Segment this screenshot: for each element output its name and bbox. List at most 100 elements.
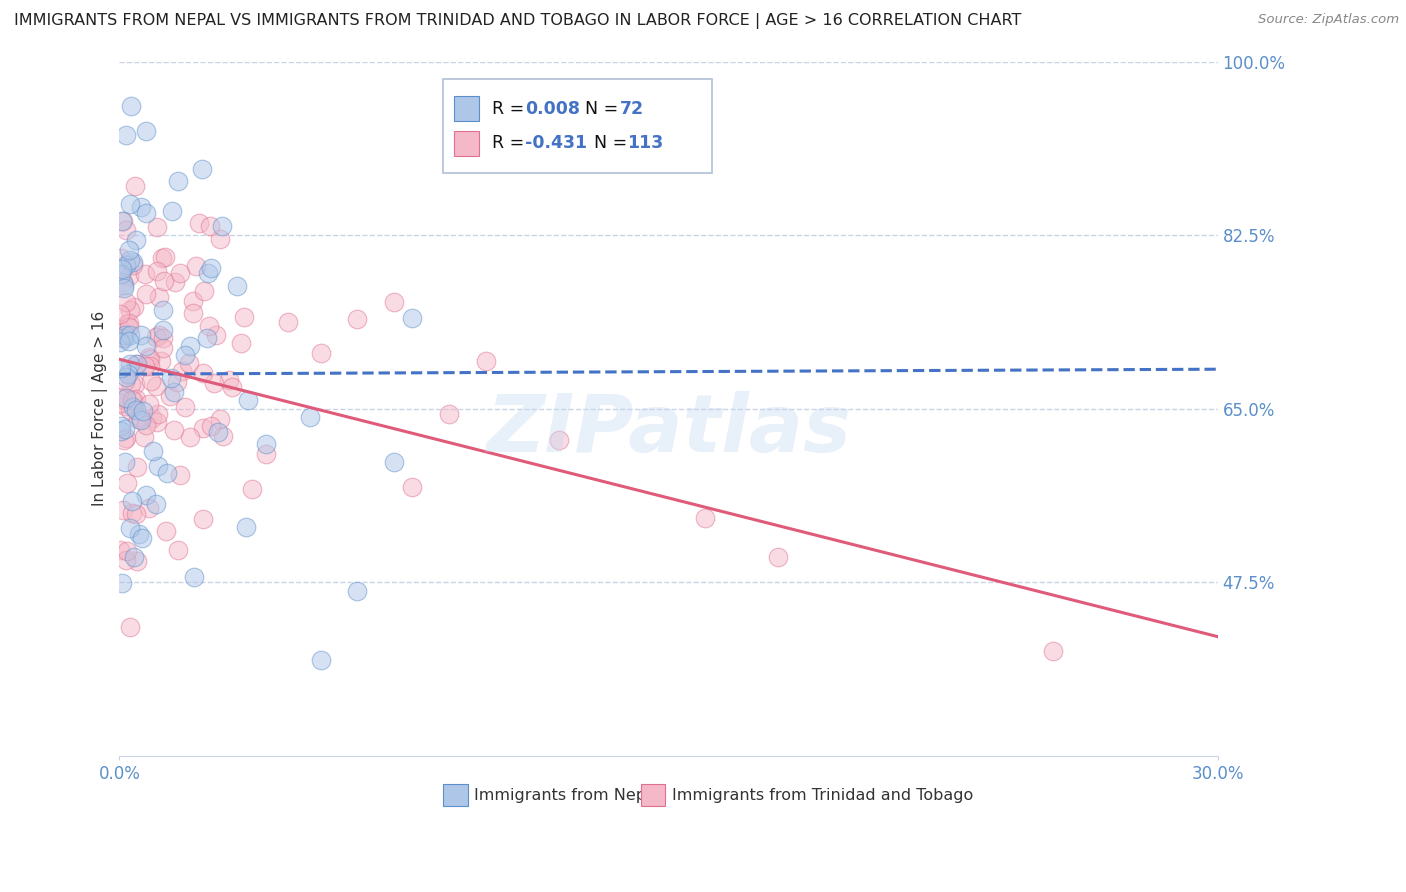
Point (108, 396, 131, 410)
Point (114, 327, 136, 342)
Point (149, 354, 172, 368)
Point (153, 274, 176, 288)
Point (200, 419, 222, 434)
Point (127, 554, 149, 568)
Point (112, 277, 135, 292)
Point (181, 294, 204, 309)
Text: N =: N = (574, 100, 624, 118)
Point (110, 424, 132, 438)
Point (401, 480, 423, 494)
Point (111, 331, 134, 345)
Point (152, 323, 174, 337)
Point (121, 400, 143, 414)
Point (120, 327, 142, 342)
Point (115, 128, 138, 143)
Point (120, 521, 142, 535)
Point (111, 214, 134, 228)
Point (121, 393, 143, 408)
Point (110, 334, 132, 349)
Point (114, 374, 136, 388)
Point (146, 407, 169, 421)
Point (131, 531, 153, 545)
Point (254, 447, 277, 461)
Point (190, 161, 212, 176)
Point (188, 216, 211, 230)
Point (148, 328, 170, 343)
Point (110, 251, 132, 265)
Point (232, 310, 254, 324)
Point (229, 336, 252, 351)
Point (129, 328, 152, 343)
Point (146, 458, 169, 473)
Point (191, 420, 214, 434)
Point (124, 377, 146, 392)
Point (148, 290, 170, 304)
Point (768, 550, 790, 565)
Point (200, 260, 222, 275)
Point (108, 543, 131, 558)
Point (146, 415, 169, 429)
Point (115, 431, 138, 445)
Point (309, 346, 332, 360)
Point (125, 508, 148, 522)
Point (277, 315, 299, 329)
Point (695, 510, 717, 524)
Point (135, 339, 157, 353)
Point (145, 378, 167, 392)
Point (122, 255, 145, 269)
Text: 0.008: 0.008 (524, 100, 579, 118)
Point (159, 388, 181, 402)
Point (152, 251, 174, 265)
Point (117, 367, 139, 381)
Point (298, 409, 321, 424)
Point (174, 400, 197, 414)
Point (225, 278, 247, 293)
Point (110, 307, 132, 321)
Point (191, 366, 214, 380)
Point (139, 359, 162, 373)
Point (437, 407, 460, 421)
Point (174, 348, 197, 362)
Point (125, 358, 148, 372)
Point (118, 620, 141, 634)
FancyBboxPatch shape (454, 96, 478, 121)
Point (115, 295, 138, 310)
Point (195, 331, 218, 345)
Point (167, 174, 190, 188)
Point (146, 220, 169, 235)
Point (122, 550, 145, 565)
Point (169, 468, 191, 483)
Point (474, 354, 496, 368)
Point (122, 301, 145, 315)
Point (134, 359, 156, 374)
Point (120, 303, 142, 318)
Point (131, 404, 153, 418)
Point (124, 179, 146, 194)
Point (177, 356, 200, 370)
Point (160, 371, 183, 385)
Point (135, 488, 157, 502)
Point (240, 482, 263, 496)
Point (153, 251, 176, 265)
Point (112, 503, 135, 517)
Text: 113: 113 (627, 135, 664, 153)
Point (118, 334, 141, 349)
Point (115, 391, 138, 405)
Point (146, 264, 169, 278)
Point (118, 196, 141, 211)
Point (142, 443, 165, 458)
FancyBboxPatch shape (454, 131, 478, 156)
Point (211, 429, 233, 443)
Point (152, 331, 174, 345)
Point (382, 295, 405, 310)
Point (198, 318, 221, 333)
Point (135, 206, 157, 220)
Point (120, 357, 142, 371)
Point (179, 339, 201, 353)
Point (163, 423, 186, 437)
Point (120, 376, 142, 391)
Text: 72: 72 (620, 100, 644, 118)
Point (115, 223, 138, 237)
Point (121, 506, 143, 520)
Point (122, 258, 145, 272)
